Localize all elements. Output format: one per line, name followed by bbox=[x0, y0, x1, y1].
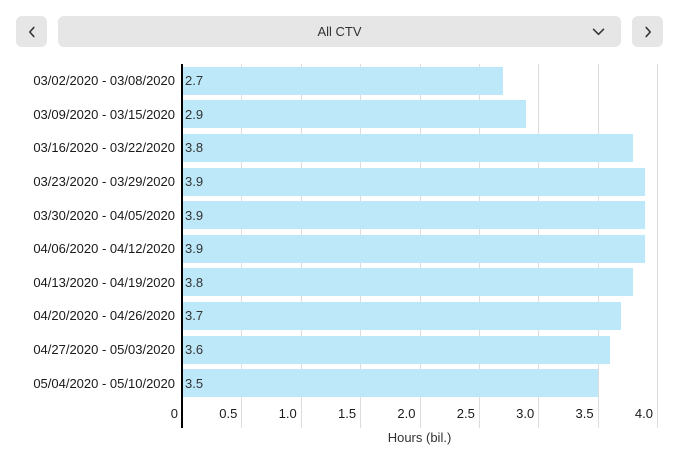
bar: 3.6 bbox=[182, 335, 610, 364]
dropdown-selected-value: All CTV bbox=[317, 24, 362, 39]
bar-value-label: 3.9 bbox=[185, 241, 204, 257]
category-label: 03/30/2020 - 04/05/2020 bbox=[33, 207, 175, 223]
chart-row: 04/13/2020 - 04/19/2020 3.8 bbox=[0, 266, 679, 300]
bar-value-label: 3.9 bbox=[185, 207, 204, 223]
category-label: 04/20/2020 - 04/26/2020 bbox=[33, 308, 175, 324]
x-axis-title: Hours (bil.) bbox=[387, 429, 452, 445]
bar-track: 3.6 bbox=[182, 335, 657, 364]
chart-rows: 03/02/2020 - 03/08/2020 2.7 03/09/2020 - 0… bbox=[0, 64, 679, 400]
x-axis-ticks: 0 0.5 1.0 1.5 2.0 2.5 3.0 3.5 4.0 bbox=[171, 400, 657, 426]
x-tick-label: 1.5 bbox=[338, 405, 357, 421]
x-tick-label: 3.5 bbox=[575, 405, 594, 421]
chart-row: 03/09/2020 - 03/15/2020 2.9 bbox=[0, 98, 679, 132]
chart-row: 04/27/2020 - 05/03/2020 3.6 bbox=[0, 333, 679, 367]
bar-value-label: 3.9 bbox=[185, 174, 204, 190]
category-label: 03/09/2020 - 03/15/2020 bbox=[33, 106, 175, 122]
chart-row: 03/16/2020 - 03/22/2020 3.8 bbox=[0, 131, 679, 165]
chevron-left-icon bbox=[27, 26, 37, 38]
x-tick-label: 1.0 bbox=[278, 405, 297, 421]
bar-chart: 03/02/2020 - 03/08/2020 2.7 03/09/2020 - 0… bbox=[0, 64, 679, 445]
y-axis-line bbox=[181, 64, 183, 428]
x-tick-label: 3.0 bbox=[516, 405, 535, 421]
bar-track: 2.9 bbox=[182, 100, 657, 129]
bar-track: 3.8 bbox=[182, 133, 657, 162]
x-tick-label: 4.0 bbox=[634, 405, 653, 421]
bar-track: 3.5 bbox=[182, 369, 657, 398]
bar: 2.9 bbox=[182, 100, 527, 129]
chart-row: 05/04/2020 - 05/10/2020 3.5 bbox=[0, 366, 679, 400]
next-button[interactable] bbox=[632, 16, 663, 47]
chevron-down-icon bbox=[592, 28, 605, 36]
bar-value-label: 3.5 bbox=[185, 375, 204, 391]
category-dropdown[interactable]: All CTV bbox=[58, 16, 621, 47]
chart-row: 03/23/2020 - 03/29/2020 3.9 bbox=[0, 165, 679, 199]
bar: 3.9 bbox=[182, 201, 646, 230]
x-tick-label: 0 bbox=[170, 405, 178, 421]
bar-track: 3.8 bbox=[182, 268, 657, 297]
bar: 3.8 bbox=[182, 133, 634, 162]
category-label: 03/02/2020 - 03/08/2020 bbox=[33, 73, 175, 89]
bar-value-label: 3.8 bbox=[185, 274, 204, 290]
bar-value-label: 3.8 bbox=[185, 140, 204, 156]
bar-track: 3.7 bbox=[182, 301, 657, 330]
bar-track: 3.9 bbox=[182, 201, 657, 230]
bar: 3.5 bbox=[182, 369, 598, 398]
chart-row: 03/02/2020 - 03/08/2020 2.7 bbox=[0, 64, 679, 98]
bar-value-label: 2.9 bbox=[185, 106, 204, 122]
category-label: 04/27/2020 - 05/03/2020 bbox=[33, 342, 175, 358]
bar-track: 3.9 bbox=[182, 234, 657, 263]
chart-row: 04/06/2020 - 04/12/2020 3.9 bbox=[0, 232, 679, 266]
bar: 3.9 bbox=[182, 234, 646, 263]
chevron-right-icon bbox=[643, 26, 653, 38]
x-tick-label: 2.5 bbox=[456, 405, 475, 421]
chart-row: 03/30/2020 - 04/05/2020 3.9 bbox=[0, 198, 679, 232]
category-label: 05/04/2020 - 05/10/2020 bbox=[33, 375, 175, 391]
category-label: 04/06/2020 - 04/12/2020 bbox=[33, 241, 175, 257]
bar-value-label: 3.6 bbox=[185, 342, 204, 358]
bar: 3.8 bbox=[182, 268, 634, 297]
bar-track: 3.9 bbox=[182, 167, 657, 196]
category-label: 04/13/2020 - 04/19/2020 bbox=[33, 274, 175, 290]
category-label: 03/16/2020 - 03/22/2020 bbox=[33, 140, 175, 156]
bar-value-label: 2.7 bbox=[185, 73, 204, 89]
gridline bbox=[657, 64, 658, 428]
toolbar: All CTV bbox=[16, 16, 663, 47]
chart-row: 04/20/2020 - 04/26/2020 3.7 bbox=[0, 299, 679, 333]
x-tick-label: 2.0 bbox=[397, 405, 416, 421]
bar: 3.9 bbox=[182, 167, 646, 196]
bar: 2.7 bbox=[182, 66, 503, 95]
bar: 3.7 bbox=[182, 301, 622, 330]
category-label: 03/23/2020 - 03/29/2020 bbox=[33, 174, 175, 190]
bar-track: 2.7 bbox=[182, 66, 657, 95]
prev-button[interactable] bbox=[16, 16, 47, 47]
x-tick-label: 0.5 bbox=[219, 405, 238, 421]
bar-value-label: 3.7 bbox=[185, 308, 204, 324]
